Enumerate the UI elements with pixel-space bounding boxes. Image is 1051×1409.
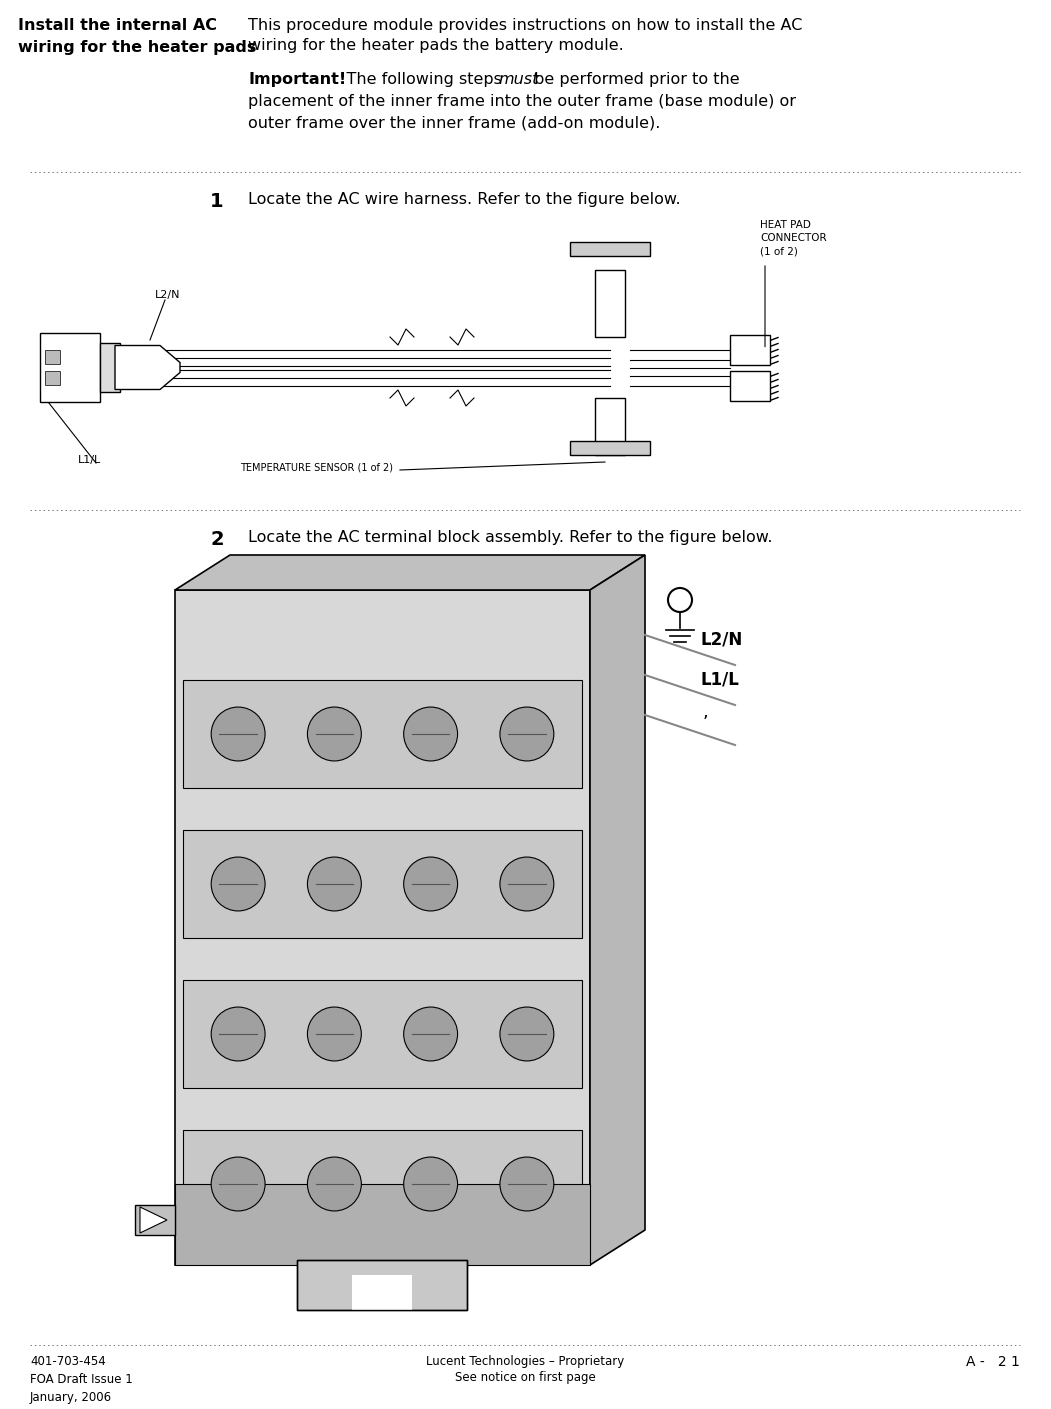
Text: See notice on first page: See notice on first page bbox=[455, 1371, 595, 1384]
Bar bbox=[183, 681, 582, 788]
Text: (1 of 2): (1 of 2) bbox=[760, 247, 798, 256]
Text: placement of the inner frame into the outer frame (base module) or: placement of the inner frame into the ou… bbox=[248, 94, 796, 108]
Text: be performed prior to the: be performed prior to the bbox=[529, 72, 740, 87]
Text: wiring for the heater pads: wiring for the heater pads bbox=[18, 39, 256, 55]
Text: L1/L: L1/L bbox=[700, 671, 739, 689]
Circle shape bbox=[308, 1157, 362, 1210]
Text: This procedure module provides instructions on how to install the AC: This procedure module provides instructi… bbox=[248, 18, 802, 32]
Bar bbox=[352, 1275, 412, 1310]
Polygon shape bbox=[140, 1208, 167, 1233]
Text: The following steps: The following steps bbox=[326, 72, 507, 87]
Text: L2/N: L2/N bbox=[154, 290, 181, 300]
Text: outer frame over the inner frame (add-on module).: outer frame over the inner frame (add-on… bbox=[248, 116, 660, 131]
Bar bbox=[45, 371, 60, 385]
Bar bbox=[595, 271, 625, 337]
Circle shape bbox=[308, 857, 362, 912]
Circle shape bbox=[500, 707, 554, 761]
Bar bbox=[297, 1260, 467, 1310]
Circle shape bbox=[500, 1007, 554, 1061]
Text: 401-703-454
FOA Draft Issue 1
January, 2006: 401-703-454 FOA Draft Issue 1 January, 2… bbox=[30, 1355, 132, 1403]
Bar bbox=[183, 981, 582, 1088]
Bar bbox=[45, 351, 60, 364]
Text: Important!: Important! bbox=[248, 72, 346, 87]
Circle shape bbox=[500, 857, 554, 912]
Circle shape bbox=[404, 857, 457, 912]
Bar bbox=[730, 371, 770, 400]
Text: CONNECTOR: CONNECTOR bbox=[760, 232, 827, 242]
Text: L1/L: L1/L bbox=[78, 455, 101, 465]
Circle shape bbox=[500, 1157, 554, 1210]
Bar bbox=[176, 590, 590, 1265]
Bar bbox=[176, 1184, 590, 1265]
Bar bbox=[135, 1205, 176, 1236]
Text: Locate the AC terminal block assembly. Refer to the figure below.: Locate the AC terminal block assembly. R… bbox=[248, 530, 772, 545]
Circle shape bbox=[211, 857, 265, 912]
Bar bbox=[730, 334, 770, 365]
Bar bbox=[100, 344, 120, 392]
Circle shape bbox=[211, 1157, 265, 1210]
Text: must: must bbox=[498, 72, 538, 87]
Circle shape bbox=[404, 707, 457, 761]
Bar bbox=[595, 397, 625, 455]
Text: HEAT PAD: HEAT PAD bbox=[760, 220, 811, 230]
Circle shape bbox=[404, 1157, 457, 1210]
Circle shape bbox=[211, 707, 265, 761]
Text: Lucent Technologies – Proprietary: Lucent Technologies – Proprietary bbox=[426, 1355, 624, 1368]
Text: L2/N: L2/N bbox=[700, 631, 742, 650]
Polygon shape bbox=[590, 555, 645, 1265]
Text: Install the internal AC: Install the internal AC bbox=[18, 18, 217, 32]
Bar bbox=[40, 333, 100, 402]
Bar bbox=[183, 830, 582, 938]
Text: TEMPERATURE SENSOR (1 of 2): TEMPERATURE SENSOR (1 of 2) bbox=[240, 464, 393, 473]
Text: A -   2 1: A - 2 1 bbox=[966, 1355, 1021, 1370]
Polygon shape bbox=[115, 345, 180, 389]
Text: Locate the AC wire harness. Refer to the figure below.: Locate the AC wire harness. Refer to the… bbox=[248, 192, 681, 207]
Bar bbox=[297, 1260, 467, 1310]
Circle shape bbox=[308, 1007, 362, 1061]
Circle shape bbox=[211, 1007, 265, 1061]
Bar bbox=[570, 441, 650, 455]
Polygon shape bbox=[176, 555, 645, 590]
Circle shape bbox=[668, 588, 692, 612]
Text: 2: 2 bbox=[210, 530, 224, 550]
Bar bbox=[570, 242, 650, 256]
Text: wiring for the heater pads the battery module.: wiring for the heater pads the battery m… bbox=[248, 38, 623, 54]
Bar bbox=[183, 1130, 582, 1239]
Text: ,: , bbox=[703, 703, 708, 721]
Circle shape bbox=[404, 1007, 457, 1061]
Text: 1: 1 bbox=[210, 192, 224, 211]
Circle shape bbox=[308, 707, 362, 761]
